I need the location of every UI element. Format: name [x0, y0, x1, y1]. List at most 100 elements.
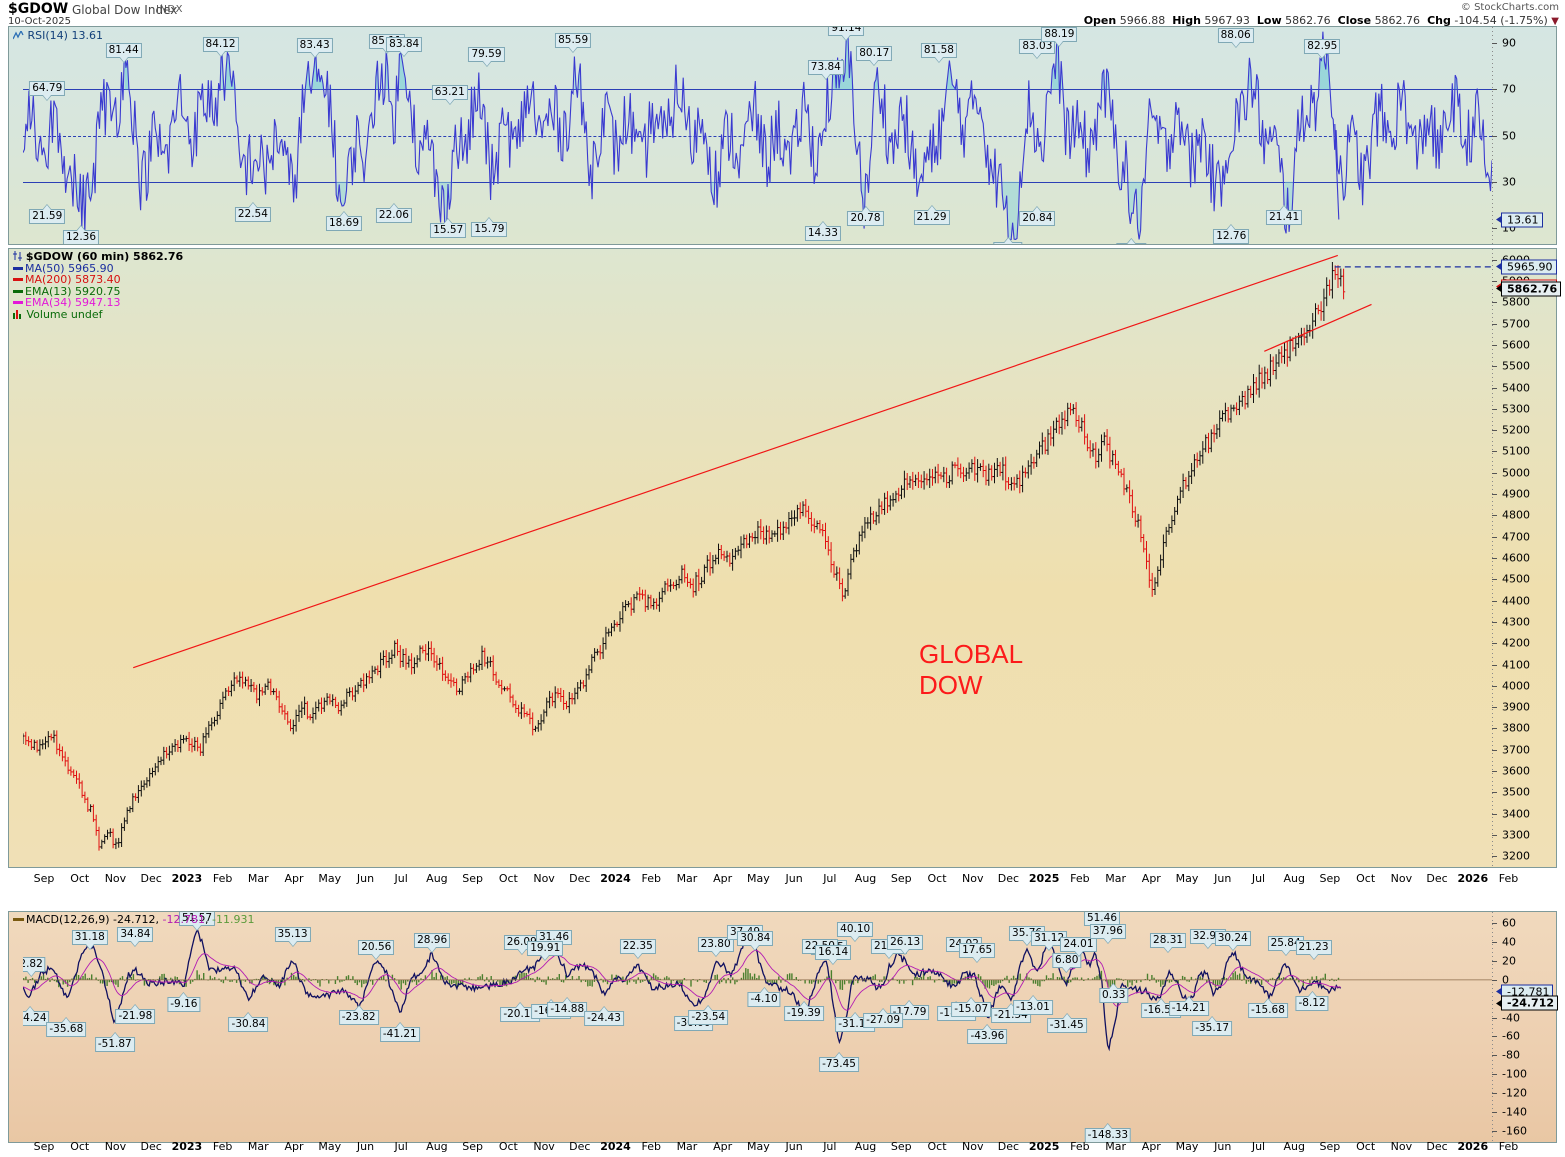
macd-callout: 21.23: [1295, 939, 1332, 960]
axis-tick-label: 20: [1502, 954, 1516, 968]
x-axis-label: Sep: [1319, 872, 1341, 885]
x-axis-label: Aug: [854, 1140, 877, 1153]
rsi-right-axis: 90 70 50 30 10 13.61: [1492, 27, 1556, 244]
rsi-callout: 85.59: [555, 33, 592, 54]
axis-tickmark: [1492, 813, 1497, 815]
axis-tick-label: 40: [1502, 935, 1516, 949]
x-axis-label: Oct: [498, 872, 518, 885]
price-panel[interactable]: $GDOW (60 min) 5862.76 MA(50) 5965.90 MA…: [8, 248, 1562, 868]
x-axis-label: Jul: [1251, 872, 1266, 885]
x-axis-label: Sep: [33, 872, 55, 885]
macd-plot-area[interactable]: 2.82 -24.24-35.68 31.18 -51.87 34.84 -21.98 -9…: [23, 912, 1492, 1142]
x-axis-label: Dec: [569, 1140, 591, 1153]
macd-callout: -17.79: [889, 999, 930, 1020]
rsi-callout: 81.58: [920, 42, 957, 63]
axis-tick-label: 4400: [1502, 594, 1530, 608]
rsi-panel[interactable]: 64.79 81.44 21.59 12.36 84.12 22.54 83.43 18.69…: [8, 26, 1557, 245]
x-axis-label: May: [318, 1140, 342, 1153]
x-axis-label: Nov: [533, 1140, 555, 1153]
axis-tick-label: 3500: [1502, 785, 1530, 799]
watermark-line2: DOW: [919, 670, 983, 700]
x-axis-label: Oct: [70, 1140, 90, 1153]
macd-callout: 19.91: [527, 941, 564, 962]
price-plot-area[interactable]: [23, 249, 1492, 867]
price-legend-title: $GDOW (60 min) 5862.76: [25, 250, 184, 263]
ma200-label: MA(200) 5873.40: [25, 273, 121, 286]
axis-tick-label: 70: [1502, 82, 1516, 96]
x-axis-label: Oct: [70, 872, 90, 885]
x-axis-label: Jun: [785, 1140, 803, 1153]
x-axis-label: Oct: [927, 872, 947, 885]
x-axis-label: Feb: [1498, 1140, 1519, 1153]
axis-tickmark: [1492, 707, 1497, 709]
axis-tickmark: [1492, 302, 1497, 304]
macd-callout: -24.43: [584, 1005, 624, 1026]
ma200-legend-row: MA(200) 5873.40: [13, 274, 183, 286]
axis-tickmark: [1492, 366, 1497, 368]
macd-callout: -15.07: [951, 997, 992, 1018]
x-axis-label: Jul: [823, 872, 837, 885]
axis-tickmark: [1492, 961, 1497, 963]
price-badge-black: 5862.76: [1495, 281, 1562, 297]
macd-callout: -43.96: [967, 1024, 1008, 1045]
open-value: 5966.88: [1119, 14, 1166, 27]
x-axis-label: Oct: [1356, 1140, 1376, 1153]
axis-tickmark: [1492, 536, 1497, 538]
close-label: Close: [1337, 14, 1372, 27]
x-axis-label: Jul: [1251, 1140, 1266, 1153]
symbol-exchange: INDX: [156, 4, 183, 15]
macd-callout: 26.13: [887, 935, 924, 956]
macd-callout: 34.84: [117, 927, 154, 948]
x-axis-label: Mar: [676, 872, 698, 885]
x-axis-label: Sep: [462, 872, 483, 885]
x-axis-label: Jun: [356, 872, 375, 885]
macd-callout: -24.24: [23, 1005, 50, 1026]
macd-callout: -23.82: [338, 1005, 379, 1026]
axis-tick-label: 3200: [1502, 849, 1530, 863]
uptrend-line: [133, 254, 1338, 669]
x-axis-label: 2024: [600, 872, 631, 885]
x-axis-label: 2025: [1028, 872, 1060, 885]
x-axis-label: Dec: [1426, 1140, 1448, 1153]
axis-tickmark: [1492, 280, 1497, 282]
axis-tickmark: [1492, 923, 1497, 925]
axis-tickmark: [1492, 856, 1497, 858]
x-axis-label: May: [747, 872, 770, 885]
macd-signal-line: [23, 949, 1341, 1011]
volume-label: Volume undef: [26, 307, 103, 321]
axis-tick-label: -80: [1502, 1048, 1520, 1062]
axis-tickmark: [1492, 408, 1497, 410]
axis-tickmark: [1492, 515, 1497, 517]
rsi-callout: 6.80: [1116, 238, 1147, 244]
macd-callout: -30.84: [228, 1011, 269, 1032]
axis-tick-label: 4300: [1502, 615, 1530, 629]
macd-callout: 30.84: [737, 930, 774, 951]
x-axis-label: 2024: [600, 1140, 631, 1153]
x-axis-label: Feb: [212, 872, 233, 885]
x-axis-label: Mar: [1105, 1140, 1126, 1153]
macd-panel[interactable]: 2.82 -24.24-35.68 31.18 -51.87 34.84 -21.98 -9…: [8, 911, 1559, 1143]
ema13-label: EMA(13) 5920.75: [25, 284, 121, 298]
macd-callout: -35.68: [46, 1016, 87, 1037]
x-axis-label: Dec: [140, 1140, 162, 1153]
axis-tick-label: -60: [1502, 1029, 1520, 1043]
x-axis-label: Feb: [641, 1140, 661, 1153]
macd-callout: 37.96: [1089, 924, 1126, 945]
ma50-swatch-icon: [13, 266, 23, 270]
x-axis-label: Apr: [1141, 872, 1161, 885]
stockcharts-brand: © StockCharts.com: [1460, 2, 1559, 13]
low-value: 5862.76: [1285, 14, 1331, 27]
x-axis-label: Dec: [997, 1140, 1020, 1153]
axis-tick-label: 90: [1502, 36, 1516, 50]
macd-callout: 28.31: [1150, 933, 1187, 954]
rsi-callout: 12.76: [1213, 224, 1250, 244]
macd-callout: 25.84: [1267, 935, 1304, 956]
x-axis-label: Oct: [927, 1140, 947, 1153]
rsi-callout: 88.19: [1041, 27, 1078, 48]
axis-tick-label: 4000: [1502, 679, 1530, 693]
open-label: Open: [1083, 14, 1117, 27]
rsi-callout: 22.06: [375, 202, 412, 223]
x-axis-label: Feb: [1070, 872, 1090, 885]
rsi-callout: 84.12: [202, 36, 239, 57]
rsi-plot-area[interactable]: 64.79 81.44 21.59 12.36 84.12 22.54 83.43 18.69…: [23, 27, 1492, 244]
